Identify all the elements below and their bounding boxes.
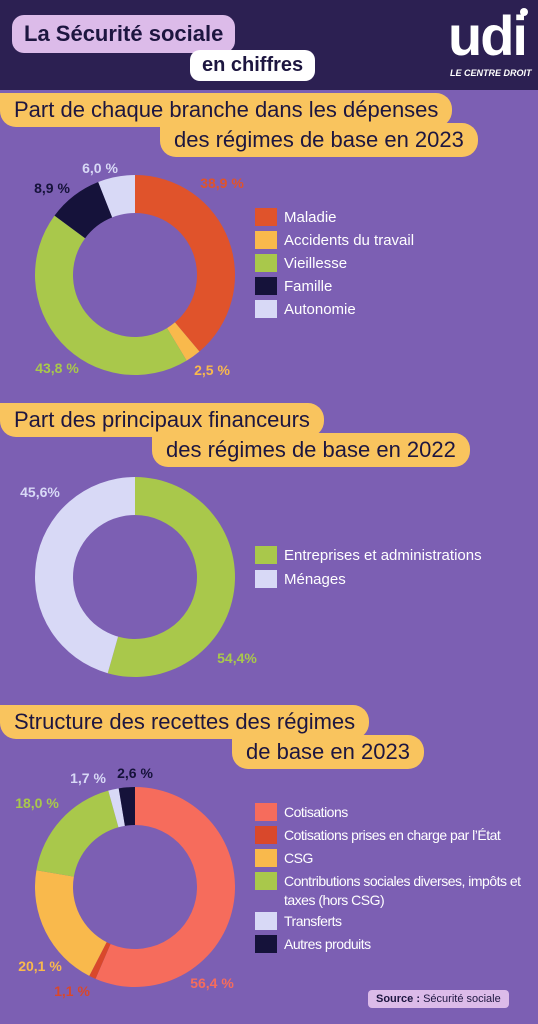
value-label: 45,6% xyxy=(20,484,60,500)
legend-swatch xyxy=(255,935,277,953)
chart-title: Part de chaque branche dans les dépenses xyxy=(0,93,453,127)
legend-swatch xyxy=(255,826,277,844)
logo-tagline: LE CENTRE DROIT xyxy=(450,68,532,78)
legend-swatch xyxy=(255,254,277,272)
legend-label: Autonomie xyxy=(284,301,356,318)
value-label: 56,4 % xyxy=(190,975,234,991)
donut-segment xyxy=(95,787,236,987)
donut-segment xyxy=(36,790,119,877)
donut-segment xyxy=(35,215,187,375)
legend-label: Maladie xyxy=(284,209,337,226)
legend-label: Autres produits xyxy=(284,936,371,952)
chart-title: Part des principaux financeurs xyxy=(0,403,324,437)
legend-label: Transferts xyxy=(284,913,342,929)
source-text: Sécurité sociale xyxy=(423,993,501,1005)
legend-swatch xyxy=(255,300,277,318)
value-label: 43,8 % xyxy=(35,360,79,376)
value-label: 6,0 % xyxy=(82,160,118,176)
legend-swatch xyxy=(255,277,277,295)
legend-swatch xyxy=(255,872,277,890)
legend-label: Vieillesse xyxy=(284,255,348,272)
chart-title: des régimes de base en 2022 xyxy=(152,433,470,467)
donut-segment xyxy=(34,870,107,976)
header-subtitle: en chiffres xyxy=(190,50,316,81)
value-label: 20,1 % xyxy=(18,958,62,974)
chart-title: de base en 2023 xyxy=(232,735,424,769)
logo: udi xyxy=(448,4,528,67)
legend-swatch xyxy=(255,849,277,867)
legend-swatch xyxy=(255,546,277,564)
donut-segment xyxy=(89,942,111,979)
donut-segment xyxy=(107,477,236,677)
source-label: Source : xyxy=(376,993,421,1005)
value-label: 18,0 % xyxy=(15,795,59,811)
header-title: La Sécurité sociale xyxy=(12,15,236,53)
donut-segment xyxy=(98,175,135,218)
value-label: 1,7 % xyxy=(70,770,106,786)
legend-label: Cotisations xyxy=(284,804,348,820)
value-label: 1,1 % xyxy=(54,983,90,999)
chart-title: des régimes de base en 2023 xyxy=(160,123,478,157)
legend-swatch xyxy=(255,912,277,930)
legend-label: Entreprises et administrations xyxy=(284,547,482,564)
legend-label: Ménages xyxy=(284,571,346,588)
value-label: 2,5 % xyxy=(194,362,230,378)
legend-swatch xyxy=(255,570,277,588)
legend-label: Contributions sociales diverses, impôts … xyxy=(284,873,521,908)
legend-swatch xyxy=(255,231,277,249)
donut-segment xyxy=(108,788,125,828)
logo-star xyxy=(520,8,528,16)
value-label: 2,6 % xyxy=(117,765,153,781)
donut-segment xyxy=(54,182,113,239)
donut-segment xyxy=(118,787,135,826)
value-label: 54,4% xyxy=(217,650,257,666)
legend-label: Cotisations prises en charge par l’État xyxy=(284,827,501,843)
legend-swatch xyxy=(255,803,277,821)
value-label: 8,9 % xyxy=(34,180,70,196)
donut-segment xyxy=(35,477,135,674)
legend-label: Famille xyxy=(284,278,333,295)
legend-swatch xyxy=(255,208,277,226)
donut-segment xyxy=(167,322,200,361)
legend-label: Accidents du travail xyxy=(284,232,415,249)
chart-title: Structure des recettes des régimes xyxy=(0,705,370,739)
donut-segment xyxy=(135,175,235,352)
source: Source : Sécurité sociale xyxy=(368,990,509,1008)
value-label: 38,9 % xyxy=(200,175,244,191)
legend-label: CSG xyxy=(284,850,313,866)
